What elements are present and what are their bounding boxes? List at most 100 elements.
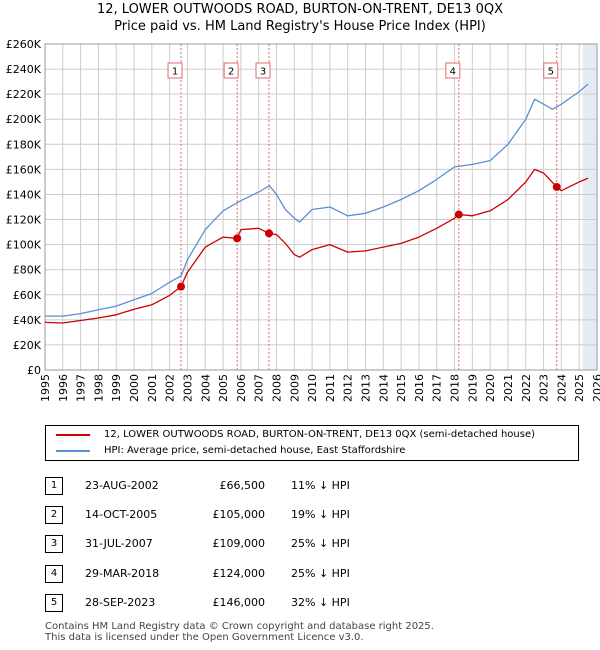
sale-point: [265, 229, 274, 238]
hpi-line: [45, 83, 589, 317]
sale-hpi-diff: 32% ↓ HPI: [291, 596, 350, 609]
sale-hpi-diff: 19% ↓ HPI: [291, 508, 350, 521]
sale-marker-box: [223, 62, 239, 79]
sale-row: 1 23-AUG-2002 £66,500 11% ↓ HPI: [45, 477, 385, 497]
sale-row: 4 29-MAR-2018 £124,000 25% ↓ HPI: [45, 565, 385, 585]
sale-marker-box: [543, 62, 559, 79]
sale-price: £109,000: [212, 537, 266, 550]
chart-subtitle: Price paid vs. HM Land Registry's House …: [114, 19, 486, 34]
x-tick-label: 2023: [538, 374, 551, 402]
sale-marker-box: [255, 62, 271, 79]
x-tick-label: 2019: [466, 374, 479, 402]
sale-row: 3 31-JUL-2007 £109,000 25% ↓ HPI: [45, 535, 385, 555]
y-tick-label: £120K: [6, 214, 42, 227]
x-tick-label: 2014: [377, 374, 390, 402]
sale-price: £105,000: [212, 508, 266, 521]
sale-row: 5 28-SEP-2023 £146,000 32% ↓ HPI: [45, 594, 385, 614]
sale-date: 31-JUL-2007: [85, 537, 153, 550]
x-tick-label: 2006: [235, 374, 248, 402]
x-tick-label: 2012: [342, 374, 355, 402]
legend-label-price-paid: 12, LOWER OUTWOODS ROAD, BURTON-ON-TRENT…: [104, 429, 536, 440]
x-tick-label: 2021: [502, 374, 515, 402]
sale-number-badge: 1: [45, 477, 63, 495]
x-tick-label: 2024: [555, 374, 568, 402]
plot-frame: [44, 43, 598, 371]
sale-date: 23-AUG-2002: [85, 479, 159, 492]
x-tick-label: 2001: [146, 374, 159, 402]
y-tick-label: £180K: [6, 138, 42, 151]
y-tick-label: £80K: [13, 264, 42, 277]
sale-hpi-diff: 11% ↓ HPI: [291, 479, 350, 492]
sale-marker-box: [445, 62, 461, 79]
x-tick-label: 2005: [217, 374, 230, 402]
x-tick-label: 2013: [360, 374, 373, 402]
sale-hpi-diff: 25% ↓ HPI: [291, 567, 350, 580]
y-tick-label: £40K: [13, 314, 42, 327]
x-tick-label: 2017: [431, 374, 444, 402]
sale-marker-label: 2: [228, 67, 234, 78]
legend-item-hpi: HPI: Average price, semi-detached house,…: [56, 445, 405, 456]
x-tick-label: 2002: [164, 374, 177, 402]
x-tick-label: 2022: [520, 374, 533, 402]
sale-point: [552, 182, 561, 191]
footer-license: This data is licensed under the Open Gov…: [45, 632, 364, 643]
y-tick-label: £260K: [6, 38, 42, 51]
sale-hpi-diff: 25% ↓ HPI: [291, 537, 350, 550]
sale-point: [454, 210, 463, 219]
legend-label-hpi: HPI: Average price, semi-detached house,…: [104, 445, 406, 456]
sale-number-badge: 5: [45, 594, 63, 612]
x-tick-label: 2015: [395, 374, 408, 402]
sale-point: [177, 282, 186, 291]
x-tick-label: 2010: [306, 374, 319, 402]
x-tick-label: 1996: [57, 374, 70, 402]
sale-marker-label: 3: [260, 67, 266, 78]
x-tick-label: 2011: [324, 374, 337, 402]
x-tick-label: 2007: [253, 374, 266, 402]
sale-number-badge: 4: [45, 565, 63, 583]
sale-date: 29-MAR-2018: [85, 567, 160, 580]
x-tick-label: 2008: [270, 374, 283, 402]
chart-title: 12, LOWER OUTWOODS ROAD, BURTON-ON-TRENT…: [96, 2, 503, 17]
future-shade: [582, 44, 597, 370]
x-tick-label: 2000: [128, 374, 141, 402]
sale-price: £146,000: [212, 596, 266, 609]
x-tick-label: 2020: [484, 374, 497, 402]
x-tick-label: 2004: [199, 374, 212, 402]
chart: £0 £20K £40K £60K £80K £100K £120K £140K £160K £1…: [6, 38, 600, 402]
sale-date: 28-SEP-2023: [85, 596, 156, 609]
sale-marker-label: 1: [172, 67, 178, 78]
x-tick-label: 2018: [449, 374, 462, 402]
x-tick-label: 2009: [288, 374, 301, 402]
y-tick-label: £220K: [6, 88, 42, 101]
x-tick-label: 1999: [110, 374, 123, 402]
footer-copyright: Contains HM Land Registry data © Crown c…: [45, 621, 434, 632]
y-tick-label: £0: [27, 364, 41, 377]
y-tick-label: £160K: [6, 163, 42, 176]
y-tick-label: £140K: [6, 188, 42, 201]
x-tick-label: 2026: [591, 374, 600, 402]
legend-swatch-price-paid: [56, 433, 90, 436]
legend-item-price-paid: 12, LOWER OUTWOODS ROAD, BURTON-ON-TRENT…: [56, 429, 535, 440]
x-tick-label: 2016: [413, 374, 426, 402]
y-tick-label: £60K: [13, 289, 42, 302]
sale-number-badge: 3: [45, 535, 63, 553]
sale-marker-label: 4: [450, 67, 456, 78]
x-tick-label: 1995: [39, 374, 52, 402]
sale-marker-label: 5: [548, 67, 554, 78]
x-tick-label: 1997: [75, 374, 88, 402]
sale-price: £124,000: [212, 567, 266, 580]
legend-swatch-hpi: [56, 449, 90, 452]
sale-number-badge: 2: [45, 506, 63, 524]
x-tick-label: 2003: [181, 374, 194, 402]
x-tick-label: 2025: [573, 374, 586, 402]
sale-marker-box: [167, 62, 183, 79]
legend: 12, LOWER OUTWOODS ROAD, BURTON-ON-TRENT…: [45, 425, 579, 461]
price-paid-line: [44, 168, 589, 324]
sale-point: [233, 234, 242, 243]
sale-row: 2 14-OCT-2005 £105,000 19% ↓ HPI: [45, 506, 385, 526]
y-tick-label: £20K: [13, 339, 42, 352]
footer: Contains HM Land Registry data © Crown c…: [45, 621, 434, 643]
y-tick-label: £240K: [6, 63, 42, 76]
y-tick-label: £100K: [6, 239, 42, 252]
